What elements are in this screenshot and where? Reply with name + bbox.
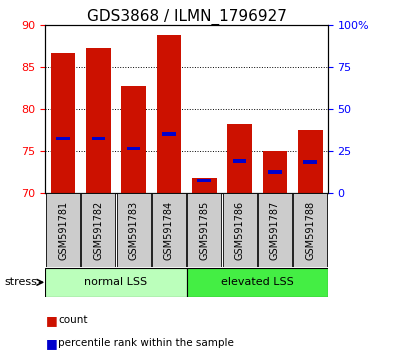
Text: stress: stress <box>4 277 37 287</box>
Bar <box>198 179 211 182</box>
Text: GSM591786: GSM591786 <box>235 200 245 260</box>
FancyBboxPatch shape <box>152 193 186 267</box>
Bar <box>86 48 111 193</box>
Text: GSM591783: GSM591783 <box>129 200 139 260</box>
FancyBboxPatch shape <box>258 193 292 267</box>
Text: GSM591788: GSM591788 <box>305 200 315 260</box>
Bar <box>56 137 70 140</box>
Bar <box>127 147 141 150</box>
Bar <box>121 86 146 193</box>
Bar <box>268 170 282 174</box>
Text: GSM591787: GSM591787 <box>270 200 280 260</box>
Text: ■: ■ <box>45 314 57 327</box>
Text: GSM591782: GSM591782 <box>93 200 103 260</box>
Text: GSM591781: GSM591781 <box>58 200 68 260</box>
Bar <box>263 151 287 193</box>
FancyBboxPatch shape <box>45 268 186 297</box>
Bar <box>162 132 176 136</box>
Bar <box>192 178 216 193</box>
Text: ■: ■ <box>45 337 57 350</box>
Bar <box>227 124 252 193</box>
Text: GSM591785: GSM591785 <box>199 200 209 260</box>
Text: GSM591784: GSM591784 <box>164 200 174 260</box>
FancyBboxPatch shape <box>81 193 115 267</box>
Bar <box>92 137 105 140</box>
FancyBboxPatch shape <box>293 193 327 267</box>
FancyBboxPatch shape <box>223 193 256 267</box>
Bar <box>303 160 317 164</box>
Bar <box>298 130 323 193</box>
Text: percentile rank within the sample: percentile rank within the sample <box>58 338 234 348</box>
FancyBboxPatch shape <box>46 193 80 267</box>
Bar <box>51 52 75 193</box>
Text: count: count <box>58 315 88 325</box>
Text: normal LSS: normal LSS <box>85 277 148 287</box>
Text: elevated LSS: elevated LSS <box>221 277 293 287</box>
FancyBboxPatch shape <box>186 268 328 297</box>
FancyBboxPatch shape <box>187 193 221 267</box>
Title: GDS3868 / ILMN_1796927: GDS3868 / ILMN_1796927 <box>87 8 287 25</box>
FancyBboxPatch shape <box>117 193 150 267</box>
Bar <box>233 159 246 162</box>
Bar <box>157 35 181 193</box>
